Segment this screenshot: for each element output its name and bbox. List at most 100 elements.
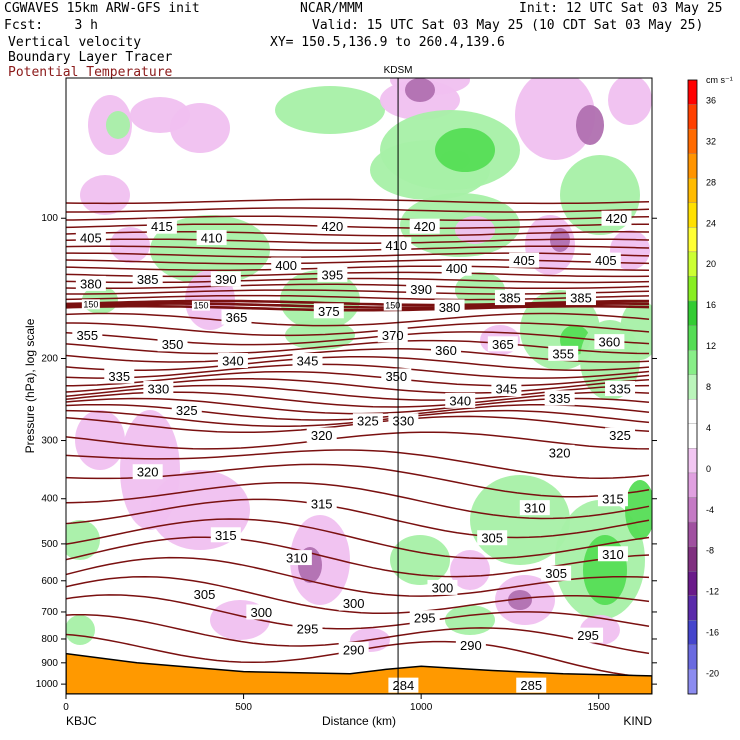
theta-label: 415 [146, 218, 177, 234]
theta-label: 330 [388, 413, 419, 429]
theta-label-text: 380 [439, 300, 461, 315]
theta-label-background [601, 210, 632, 226]
rising-motion-area [275, 86, 385, 134]
theta-contour-line [66, 481, 650, 520]
right-endpoint-label: KIND [623, 714, 652, 728]
plot-frame [65, 77, 653, 695]
theta-label-background [338, 595, 369, 611]
theta-label-text: 365 [492, 337, 514, 352]
theta-label-background [104, 368, 135, 384]
theta-label: 360 [594, 334, 625, 350]
theta-contour-line [66, 363, 650, 379]
org-label: NCAR/MMM [300, 1, 363, 16]
y-tick-label: 400 [41, 494, 58, 505]
legend-swatch [687, 497, 698, 523]
legend-label: 4 [706, 423, 711, 433]
legend-swatch [687, 571, 698, 596]
legend-swatch [687, 644, 698, 670]
theta-label-text: 290 [343, 642, 365, 657]
theta-label: 390 [210, 271, 241, 287]
theta-label-text: 345 [297, 354, 319, 369]
theta-label-text: 335 [549, 391, 571, 406]
theta-label-background [352, 413, 383, 429]
theta-label-text: 365 [226, 310, 248, 325]
theta-label-background [565, 290, 596, 306]
theta-contour-line [66, 207, 650, 213]
theta-label-text: 150 [193, 301, 208, 311]
legend-label: 20 [706, 259, 716, 269]
theta-label: 325 [605, 427, 636, 443]
theta-label: 335 [544, 390, 575, 406]
theta-contour-line [66, 252, 650, 258]
legend-swatch [687, 202, 698, 228]
y-axis: 100 200 300 400 500 600 700 800 900 1000 [36, 213, 657, 690]
sinking-motion-area [576, 105, 604, 145]
legend-label: -20 [706, 669, 719, 679]
theta-label-text: 285 [520, 678, 542, 693]
init-time: Init: 12 UTC Sat 03 May 25 [519, 1, 723, 16]
theta-label: 315 [597, 491, 628, 507]
terrain-fill [66, 652, 652, 694]
theta-label-background [590, 252, 621, 268]
legend-label: 8 [706, 382, 711, 392]
theta-label-background [491, 381, 522, 397]
theta-label: 365 [221, 309, 252, 325]
theta-contour-line [66, 370, 650, 387]
legend-label: 36 [706, 95, 716, 105]
theta-label-background [516, 677, 547, 693]
rising-motion-area [390, 535, 450, 585]
theta-label-text: 290 [460, 638, 482, 653]
theta-label-background [441, 260, 472, 276]
y-tick-label: 700 [41, 607, 58, 618]
theta-label-background [406, 281, 437, 297]
theta-label-background [171, 402, 202, 418]
rising-motion-area [620, 300, 652, 360]
theta-label-background [271, 257, 302, 273]
theta-label-text: 315 [311, 497, 333, 512]
theta-label-background [292, 353, 323, 369]
sinking-motion-area [670, 460, 690, 480]
theta-label-background [306, 496, 337, 512]
theta-label-text: 315 [215, 528, 237, 543]
theta-label-text: 335 [108, 369, 130, 384]
theta-contour-line [66, 322, 650, 337]
theta-label-text: 310 [524, 501, 546, 516]
left-endpoint-label: KBJC [66, 714, 97, 728]
legend-label: 16 [706, 300, 716, 310]
theta-label-background [132, 464, 163, 480]
legend-swatch [687, 669, 698, 695]
theta-label-background [246, 604, 277, 620]
theta-contour-line [66, 498, 650, 539]
theta-label: 405 [509, 252, 540, 268]
theta-label-text: 360 [435, 343, 457, 358]
theta-contour-line [66, 518, 650, 560]
theta-label-text: 345 [496, 382, 518, 397]
theta-label-text: 300 [432, 580, 454, 595]
theta-label: 420 [317, 218, 348, 234]
theta-label-text: 395 [322, 267, 344, 282]
theta-label-background [221, 309, 252, 325]
theta-label: 150 [191, 300, 210, 311]
theta-label: 335 [104, 368, 135, 384]
theta-label-text: 405 [80, 231, 102, 246]
theta-contour-line [66, 294, 650, 301]
theta-contour-line [66, 265, 650, 271]
theta-label-text: 410 [201, 231, 223, 246]
y-tick-label: 600 [41, 576, 58, 587]
theta-label: 395 [317, 266, 348, 282]
theta-label-background [477, 530, 508, 546]
theta-label-background [427, 579, 458, 595]
sinking-motion-area [170, 103, 230, 153]
y-tick-label: 800 [41, 634, 58, 645]
theta-label: 290 [455, 637, 486, 653]
legend-frame [687, 79, 698, 695]
theta-label: 385 [565, 290, 596, 306]
theta-label-background [157, 336, 188, 352]
theta-label-background [597, 546, 628, 562]
theta-label-background [445, 392, 476, 408]
theta-label-text: 295 [414, 611, 436, 626]
theta-label-background [509, 252, 540, 268]
theta-label-text: 150 [83, 299, 98, 309]
legend-swatch [687, 546, 698, 572]
theta-label: 380 [75, 275, 106, 291]
